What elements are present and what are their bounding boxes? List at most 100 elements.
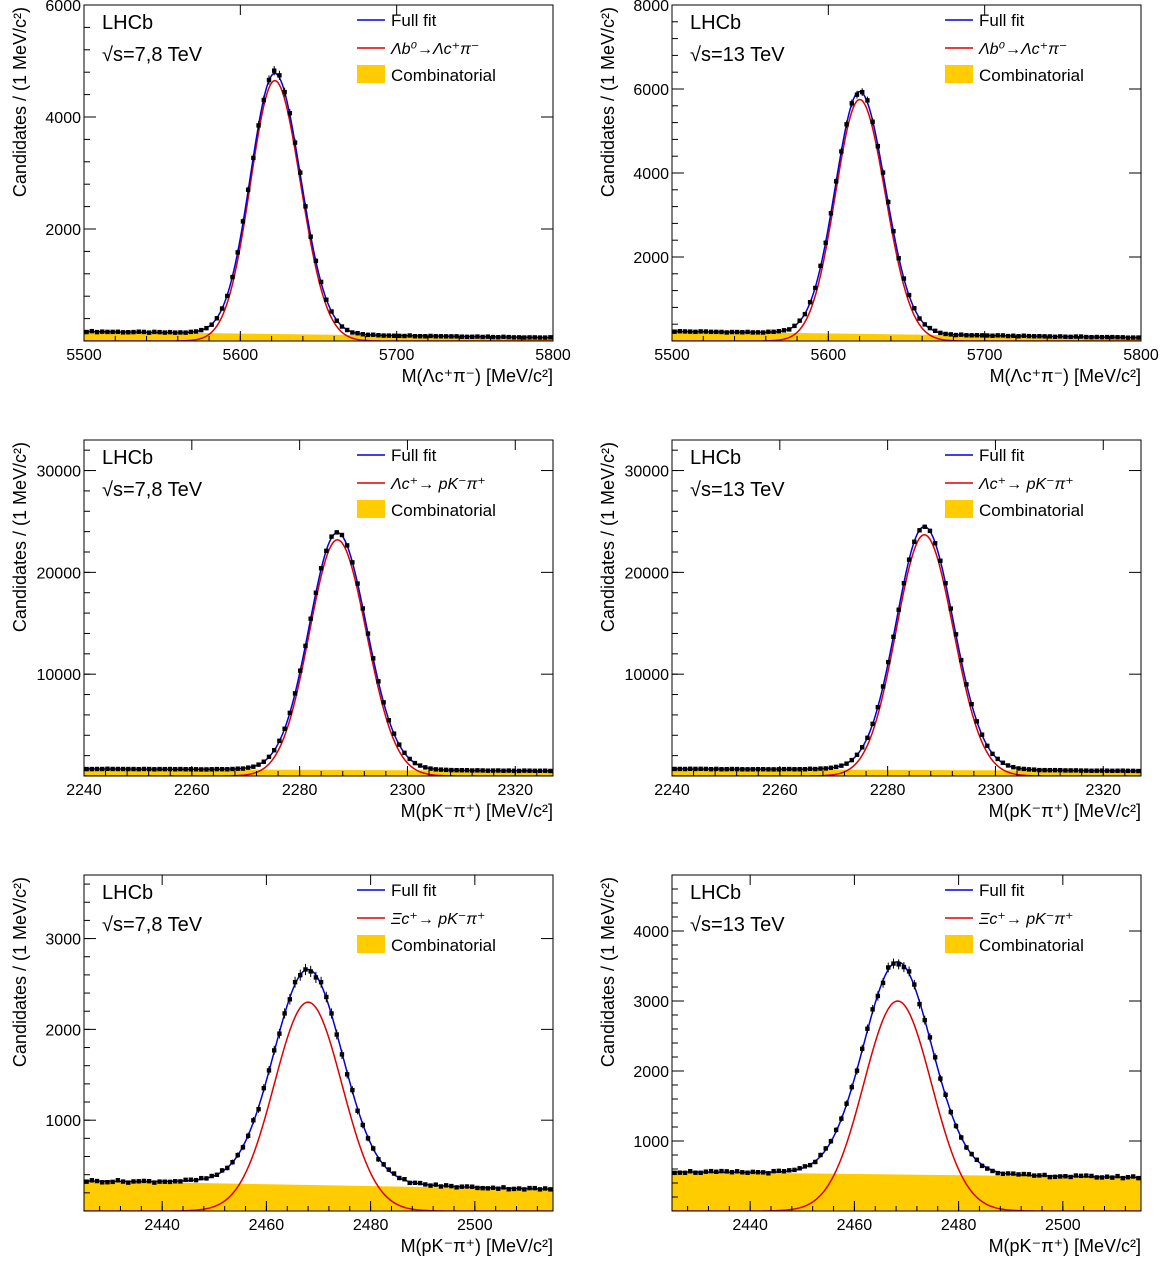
x-axis-label: M(pK⁻π⁺) [MeV/c²] [401,801,553,821]
data-point [953,632,959,637]
x-tick-label: 5500 [66,347,102,364]
data-point [438,767,444,772]
data-point [740,767,745,772]
data-point [219,1168,225,1173]
data-point [917,316,922,321]
data-point [443,334,449,339]
data-point [188,329,194,335]
data-point [188,767,194,772]
data-point [490,334,496,340]
data-point [1011,1171,1016,1176]
x-tick-label: 2460 [837,1217,873,1234]
data-point [480,768,485,773]
data-point [1125,1175,1131,1180]
data-point [854,1068,860,1073]
data-point [922,524,927,530]
data-point [204,325,209,331]
data-point [214,1172,220,1177]
data-point [344,327,350,333]
data-point [277,73,282,78]
data-point [813,285,818,291]
data-point [193,767,199,772]
y-axis-label: Candidates / (1 MeV/c²) [598,877,618,1067]
data-point [755,1170,761,1175]
y-tick-label: 3000 [45,932,81,949]
experiment-label: LHCb [102,882,153,904]
data-point [459,1184,465,1189]
data-point [729,766,735,772]
data-point [917,1001,922,1007]
data-point [94,766,100,772]
data-point [334,1032,339,1037]
data-point [995,756,1000,762]
data-point [501,1185,506,1190]
data-point [1136,768,1141,774]
data-point [901,276,907,281]
data-point [470,334,475,340]
data-point [1037,1173,1042,1178]
data-point [943,1092,948,1097]
data-point [849,101,854,106]
data-point [475,1185,480,1191]
legend-swatch-combinatorial [945,65,973,83]
data-point [932,541,938,546]
data-point [1058,1174,1063,1179]
data-point [1016,1172,1021,1177]
data-point [355,330,360,336]
energy-label: √s=13 TeV [690,44,785,66]
data-point [1099,768,1105,773]
data-point [516,335,522,340]
data-point [875,993,881,999]
data-point [932,1055,938,1060]
data-point [839,1116,844,1121]
data-point [146,766,152,772]
data-point [449,334,454,339]
data-point [537,335,543,340]
data-point [818,766,823,771]
data-point [745,1170,750,1175]
data-point [979,1163,985,1169]
data-point [1000,1171,1006,1177]
data-point [522,1187,527,1192]
data-point [792,767,797,772]
data-point [146,1178,152,1184]
data-point [433,334,438,339]
data-point [511,768,517,774]
legend: Full fit Ξc⁺→ pK⁻π⁺ Combinatorial [357,881,496,955]
data-point [917,528,922,533]
data-point [688,1169,693,1174]
data-point [1037,334,1042,339]
data-point [240,766,246,771]
x-tick-label: 2460 [249,1217,285,1234]
data-point [1104,1174,1110,1179]
data-point [344,1072,350,1077]
data-point [771,1168,776,1174]
data-point [277,738,282,744]
data-point [672,329,677,334]
data-point [703,329,709,334]
data-point [475,768,480,773]
data-point [391,333,397,338]
legend-swatch-combinatorial [357,65,385,83]
legend-label-signal: Λb⁰→Λc⁺π⁻ [390,41,479,58]
data-point [120,1179,126,1184]
data-point [162,1179,167,1184]
data-point [355,1108,360,1113]
data-point [1058,334,1063,339]
data-point [813,766,818,772]
data-point [115,1178,121,1183]
data-point [470,768,475,773]
data-point [703,1169,709,1174]
data-point [906,969,912,974]
data-point [199,1175,204,1181]
data-point [672,766,677,772]
data-point [334,318,339,323]
data-point [266,754,272,760]
data-point [906,557,912,562]
signal-curve [84,1001,553,1211]
data-point [1000,333,1006,338]
full-fit-curve [672,90,1141,339]
data-point [282,1011,287,1016]
data-point [729,329,735,335]
data-point [89,1178,95,1183]
